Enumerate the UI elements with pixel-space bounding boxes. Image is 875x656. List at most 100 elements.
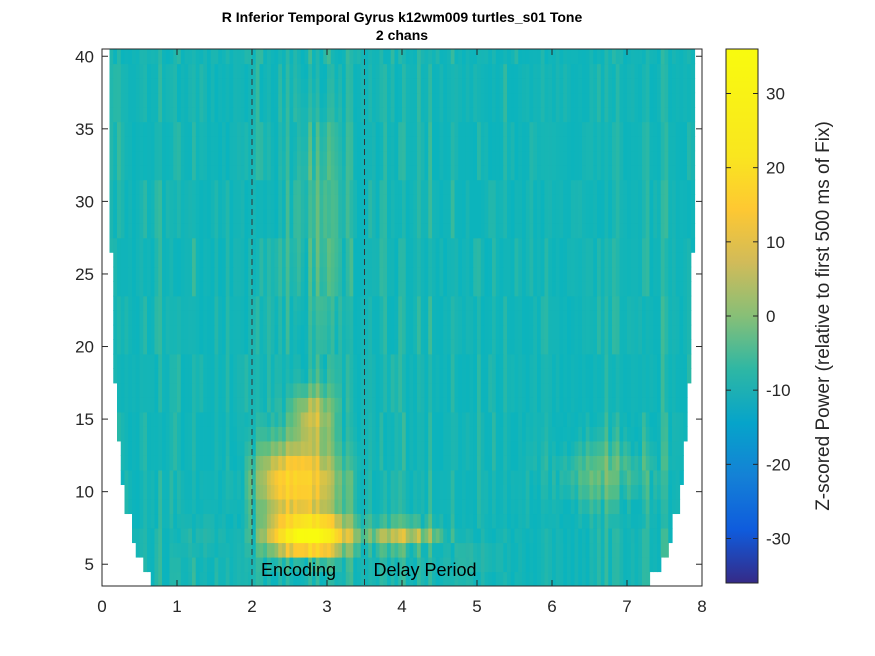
heatmap-cell <box>424 252 429 268</box>
heatmap-cell <box>514 150 519 166</box>
heatmap-cell <box>623 556 628 573</box>
heatmap-cell <box>252 194 257 210</box>
heatmap-cell <box>585 440 591 456</box>
heatmap-cell <box>567 223 572 239</box>
heatmap-cell <box>492 498 497 515</box>
heatmap-cell <box>582 223 587 239</box>
heatmap-cell <box>240 310 246 326</box>
heatmap-cell <box>109 179 114 195</box>
heatmap-cell <box>518 281 523 297</box>
heatmap-cell <box>188 484 193 500</box>
heatmap-cell <box>630 165 636 181</box>
heatmap-cell <box>147 498 152 515</box>
heatmap-cell <box>372 295 377 311</box>
heatmap-cell <box>195 513 201 529</box>
heatmap-cell <box>229 150 234 166</box>
heatmap-cell <box>537 179 542 195</box>
heatmap-cell <box>593 310 598 326</box>
heatmap-cell <box>574 411 579 427</box>
heatmap-cell <box>559 382 564 398</box>
heatmap-cell <box>244 368 249 384</box>
heatmap-cell <box>514 208 519 224</box>
heatmap-cell <box>349 426 354 442</box>
heatmap-cell <box>574 121 579 137</box>
heatmap-cell <box>653 223 658 239</box>
heatmap-cell <box>207 310 212 326</box>
heatmap-cell <box>507 498 512 515</box>
heatmap-cell <box>132 324 137 340</box>
heatmap-cell <box>518 397 523 413</box>
heatmap-cell <box>353 310 358 326</box>
heatmap-cell <box>225 165 231 181</box>
heatmap-cell <box>525 150 531 166</box>
heatmap-cell <box>158 295 163 311</box>
heatmap-cell <box>132 281 137 297</box>
heatmap-cell <box>109 165 114 181</box>
heatmap-cell <box>282 353 287 369</box>
heatmap-cell <box>657 440 662 456</box>
heatmap-cell <box>360 310 366 326</box>
heatmap-cell <box>252 556 257 573</box>
heatmap-cell <box>375 411 381 427</box>
heatmap-cell <box>559 194 564 210</box>
heatmap-cell <box>330 324 336 340</box>
heatmap-cell <box>593 179 598 195</box>
heatmap-cell <box>645 397 651 413</box>
heatmap-cell <box>488 440 493 456</box>
heatmap-cell <box>447 353 452 369</box>
heatmap-cell <box>417 150 422 166</box>
heatmap-cell <box>282 411 287 427</box>
heatmap-cell <box>372 339 377 355</box>
heatmap-cell <box>518 150 523 166</box>
heatmap-cell <box>563 455 568 471</box>
heatmap-cell <box>240 237 246 253</box>
heatmap-cell <box>402 382 407 398</box>
heatmap-cell <box>233 397 238 413</box>
heatmap-cell <box>567 339 572 355</box>
heatmap-cell <box>218 571 223 586</box>
heatmap-cell <box>507 107 512 123</box>
heatmap-cell <box>240 382 246 398</box>
heatmap-cell <box>383 469 388 485</box>
heatmap-cell <box>180 136 186 152</box>
heatmap-cell <box>570 556 576 573</box>
heatmap-cell <box>548 426 553 442</box>
heatmap-cell <box>420 165 426 181</box>
heatmap-cell <box>255 107 261 123</box>
heatmap-cell <box>165 397 171 413</box>
heatmap-cell <box>218 310 223 326</box>
heatmap-cell <box>672 165 677 181</box>
heatmap-cell <box>600 542 606 558</box>
heatmap-cell <box>162 513 167 529</box>
heatmap-cell <box>199 295 204 311</box>
heatmap-cell <box>664 469 669 485</box>
heatmap-cell <box>267 353 272 369</box>
heatmap-cell <box>390 324 396 340</box>
heatmap-cell <box>544 440 549 456</box>
heatmap-cell <box>465 484 471 500</box>
heatmap-cell <box>589 455 594 471</box>
heatmap-cell <box>480 324 486 340</box>
heatmap-cell <box>199 382 204 398</box>
heatmap-cell <box>143 484 148 500</box>
heatmap-cell <box>297 310 302 326</box>
heatmap-cell <box>383 252 388 268</box>
heatmap-cell <box>263 440 268 456</box>
heatmap-cell <box>679 136 684 152</box>
heatmap-cell <box>214 179 219 195</box>
heatmap-cell <box>447 527 452 544</box>
heatmap-cell <box>323 223 328 239</box>
heatmap-cell <box>278 527 283 544</box>
heatmap-cell <box>413 136 418 152</box>
heatmap-cell <box>574 353 579 369</box>
heatmap-cell <box>364 571 369 586</box>
heatmap-cell <box>165 324 171 340</box>
heatmap-cell <box>372 194 377 210</box>
heatmap-cell <box>353 527 358 544</box>
heatmap-cell <box>495 223 501 239</box>
heatmap-cell <box>454 165 459 181</box>
heatmap-cell <box>409 339 414 355</box>
heatmap-cell <box>402 310 407 326</box>
heatmap-cell <box>627 556 632 573</box>
heatmap-cell <box>574 295 579 311</box>
